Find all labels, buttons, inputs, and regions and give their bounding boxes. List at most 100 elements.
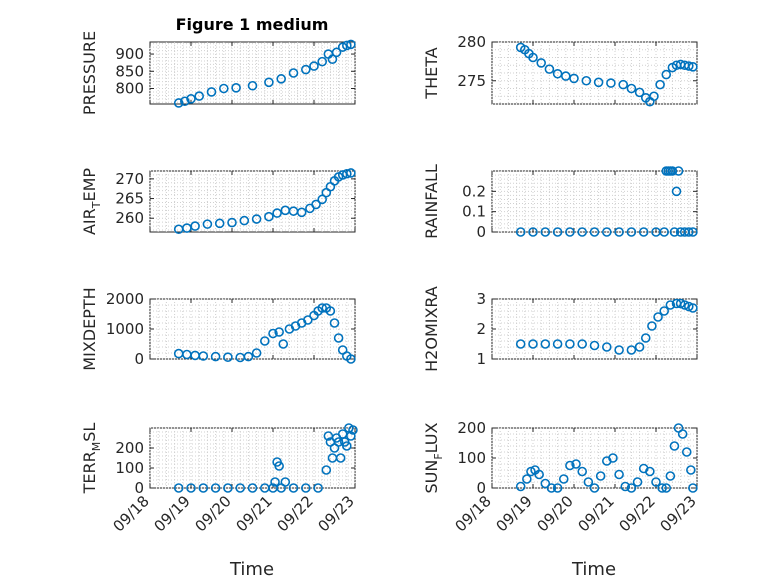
data-point bbox=[325, 306, 336, 316]
data-point bbox=[546, 483, 557, 493]
data-point bbox=[346, 431, 356, 441]
y-tick-label: 850 bbox=[115, 62, 144, 80]
data-point bbox=[589, 227, 600, 237]
data-point bbox=[219, 83, 229, 94]
data-point bbox=[288, 483, 299, 493]
data-point bbox=[264, 77, 274, 88]
x-axis-label-right: Time bbox=[571, 559, 616, 580]
data-point bbox=[329, 318, 340, 328]
data-point bbox=[528, 52, 538, 63]
y-tick-label: 260 bbox=[115, 209, 144, 227]
data-point bbox=[683, 227, 694, 237]
x-axis-label-left: Time bbox=[229, 559, 274, 580]
data-point bbox=[536, 58, 547, 68]
data-point bbox=[688, 303, 698, 313]
data-point bbox=[309, 61, 319, 71]
data-point bbox=[601, 342, 612, 352]
data-point bbox=[593, 77, 604, 88]
data-point bbox=[675, 298, 686, 309]
data-point bbox=[681, 447, 692, 457]
x-tick-label: 09/21 bbox=[575, 492, 618, 535]
data-point bbox=[571, 459, 581, 469]
data-point bbox=[317, 303, 328, 313]
y-tick-label: 0 bbox=[134, 350, 144, 368]
data-point bbox=[210, 483, 221, 493]
data-point bbox=[651, 477, 661, 487]
data-point bbox=[180, 96, 190, 107]
panel-1: 275 280 THETA bbox=[422, 33, 698, 107]
data-point bbox=[206, 87, 217, 97]
data-point bbox=[626, 483, 637, 493]
data-point bbox=[247, 80, 258, 91]
y-tick-label: 1 bbox=[476, 350, 486, 368]
data-point bbox=[565, 227, 575, 237]
data-point bbox=[661, 483, 672, 493]
data-point bbox=[688, 227, 698, 237]
x-tick-label: 09/20 bbox=[534, 492, 577, 535]
data-point bbox=[634, 342, 645, 352]
x-tick-label: 09/23 bbox=[657, 492, 700, 535]
data-point bbox=[274, 327, 284, 337]
data-point bbox=[667, 166, 678, 176]
y-tick-label: 265 bbox=[115, 190, 144, 208]
data-point bbox=[647, 321, 657, 331]
data-point bbox=[589, 340, 600, 351]
data-point bbox=[335, 453, 346, 463]
data-point bbox=[313, 483, 323, 493]
data-point bbox=[239, 215, 250, 226]
x-tick-label: 09/21 bbox=[233, 492, 276, 535]
panel-4: 0 1000 2000 MIXDEPTH bbox=[80, 287, 356, 371]
data-point bbox=[259, 336, 270, 346]
y-tick-label: 270 bbox=[115, 170, 144, 188]
data-point bbox=[243, 351, 254, 362]
y-tick-label: 0 bbox=[476, 223, 486, 241]
data-point bbox=[565, 460, 575, 471]
data-point bbox=[626, 227, 637, 237]
data-point bbox=[634, 87, 645, 98]
data-point bbox=[300, 483, 311, 493]
data-point bbox=[311, 199, 321, 210]
data-point bbox=[645, 466, 655, 477]
data-point bbox=[686, 465, 696, 475]
data-point bbox=[665, 300, 676, 310]
data-point bbox=[528, 227, 538, 237]
data-point bbox=[214, 218, 225, 229]
data-point bbox=[227, 217, 237, 228]
data-point bbox=[202, 219, 213, 229]
y-tick-label: 0.1 bbox=[462, 203, 486, 221]
data-point bbox=[679, 300, 690, 310]
axes-box bbox=[149, 170, 356, 233]
data-point bbox=[190, 221, 200, 231]
data-point bbox=[210, 351, 221, 362]
data-point bbox=[303, 315, 313, 325]
data-point bbox=[346, 39, 356, 50]
data-point bbox=[346, 354, 356, 364]
x-tick-label: 09/20 bbox=[192, 492, 235, 535]
y-axis-label: RAINFALL bbox=[422, 164, 441, 239]
data-point bbox=[231, 83, 241, 93]
data-point bbox=[341, 40, 352, 51]
data-point bbox=[341, 168, 352, 179]
data-point bbox=[288, 68, 299, 78]
data-point bbox=[683, 301, 694, 312]
x-tick-label: 09/23 bbox=[315, 492, 358, 535]
data-point bbox=[577, 466, 588, 477]
data-point bbox=[331, 47, 342, 58]
y-axis-label: TERRMSL bbox=[80, 423, 103, 495]
x-tick-label: 09/22 bbox=[616, 492, 659, 535]
data-point bbox=[333, 333, 344, 343]
data-point bbox=[569, 73, 579, 84]
data-point bbox=[661, 69, 672, 80]
data-point bbox=[552, 68, 563, 79]
data-point bbox=[657, 483, 667, 493]
y-tick-label: 280 bbox=[457, 33, 486, 51]
data-point bbox=[278, 339, 289, 349]
data-point bbox=[626, 345, 637, 355]
data-point bbox=[595, 471, 606, 481]
y-tick-label: 0 bbox=[476, 479, 486, 497]
y-axis-label: THETA bbox=[422, 47, 441, 99]
